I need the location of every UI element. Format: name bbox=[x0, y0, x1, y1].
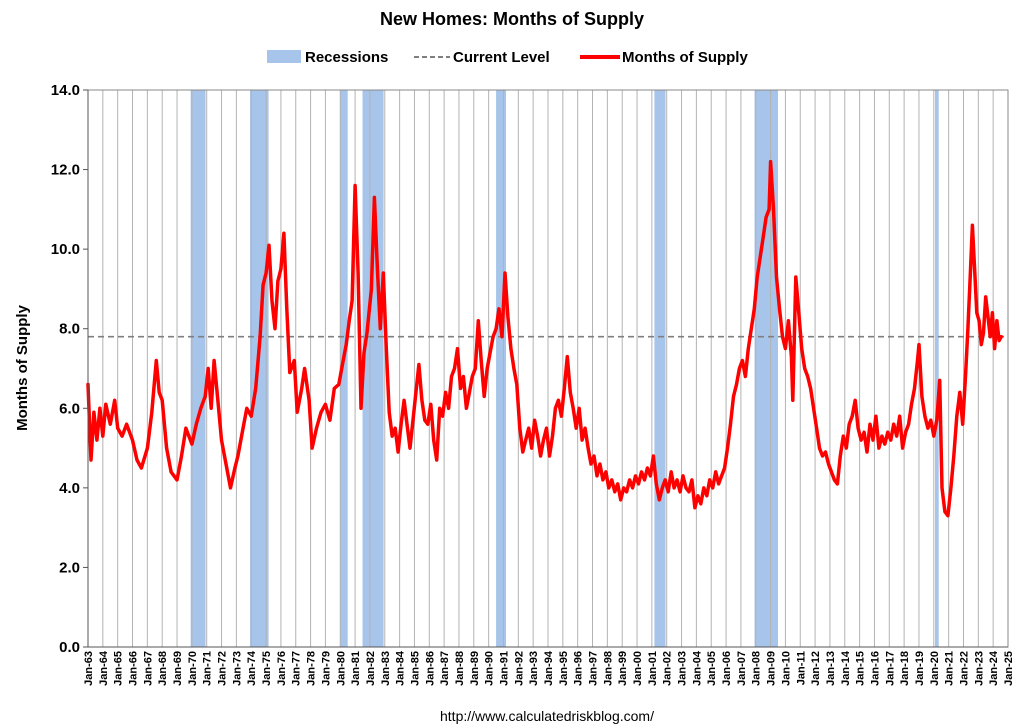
x-tick-label: Jan-86 bbox=[424, 651, 436, 686]
y-axis-label: Months of Supply bbox=[14, 304, 31, 430]
recession-band bbox=[190, 90, 206, 647]
legend-months-supply-label: Months of Supply bbox=[622, 49, 748, 66]
x-tick-label: Jan-15 bbox=[855, 651, 867, 686]
y-tick-label: 12.0 bbox=[51, 162, 80, 179]
recession-band bbox=[362, 90, 384, 647]
x-tick-label: Jan-65 bbox=[113, 651, 125, 686]
x-tick-label: Jan-79 bbox=[320, 651, 332, 686]
x-tick-label: Jan-70 bbox=[187, 651, 199, 686]
recession-band bbox=[654, 90, 666, 647]
x-tick-label: Jan-06 bbox=[721, 651, 733, 686]
series-layer bbox=[86, 159, 1004, 518]
x-tick-label: Jan-10 bbox=[780, 651, 792, 686]
axes bbox=[83, 89, 1009, 648]
x-tick-label: Jan-93 bbox=[528, 651, 540, 686]
x-tick-label: Jan-85 bbox=[409, 651, 421, 686]
y-tick-label: 6.0 bbox=[59, 400, 80, 417]
x-tick-label: Jan-21 bbox=[944, 651, 956, 686]
x-tick-label: Jan-78 bbox=[306, 651, 318, 686]
source-url: http://www.calculatedriskblog.com/ bbox=[440, 708, 654, 724]
x-tick-label: Jan-91 bbox=[498, 651, 510, 686]
x-tick-label: Jan-16 bbox=[869, 651, 881, 686]
x-tick-label: Jan-12 bbox=[810, 651, 822, 686]
y-tick-label: 0.0 bbox=[59, 639, 80, 656]
series-line-months-of-supply bbox=[86, 159, 1004, 518]
x-tick-label: Jan-09 bbox=[766, 651, 778, 686]
x-tick-label: Jan-84 bbox=[395, 650, 407, 686]
x-tick-label: Jan-23 bbox=[973, 651, 985, 686]
x-tick-label: Jan-72 bbox=[217, 651, 229, 686]
recession-band bbox=[496, 90, 507, 647]
x-tick-label: Jan-90 bbox=[484, 651, 496, 686]
x-tick-label: Jan-88 bbox=[454, 651, 466, 686]
x-tick-label: Jan-73 bbox=[231, 651, 243, 686]
x-tick-label: Jan-14 bbox=[840, 650, 852, 686]
x-tick-label: Jan-98 bbox=[602, 651, 614, 686]
recession-band bbox=[754, 90, 778, 647]
x-tick-label: Jan-02 bbox=[662, 651, 674, 686]
x-tick-label: Jan-18 bbox=[899, 651, 911, 686]
x-tick-label: Jan-68 bbox=[157, 651, 169, 686]
x-tick-label: Jan-92 bbox=[513, 651, 525, 686]
x-tick-label: Jan-87 bbox=[439, 651, 451, 686]
recession-band bbox=[340, 90, 348, 647]
x-tick-label: Jan-01 bbox=[647, 651, 659, 686]
x-tick-label: Jan-03 bbox=[677, 651, 689, 686]
recession-band bbox=[934, 90, 939, 647]
x-tick-label: Jan-24 bbox=[988, 650, 1000, 686]
x-tick-label: Jan-81 bbox=[350, 651, 362, 686]
x-tick-label: Jan-74 bbox=[246, 650, 258, 686]
chart-title: New Homes: Months of Supply bbox=[380, 9, 644, 29]
x-tick-label: Jan-99 bbox=[617, 651, 629, 686]
x-tick-label: Jan-71 bbox=[202, 651, 214, 686]
x-tick-label: Jan-04 bbox=[691, 650, 703, 686]
x-tick-label: Jan-89 bbox=[469, 651, 481, 686]
x-tick-label: Jan-69 bbox=[172, 651, 184, 686]
recession-band bbox=[250, 90, 269, 647]
x-tick-label: Jan-07 bbox=[736, 651, 748, 686]
x-tick-label: Jan-94 bbox=[543, 650, 555, 686]
x-tick-label: Jan-67 bbox=[142, 651, 154, 686]
recession-bands bbox=[190, 90, 939, 647]
grid-lines bbox=[102, 90, 994, 647]
x-tick-label: Jan-19 bbox=[914, 651, 926, 686]
y-tick-label: 2.0 bbox=[59, 559, 80, 576]
y-tick-label: 10.0 bbox=[51, 241, 80, 258]
x-tick-label: Jan-25 bbox=[1003, 651, 1015, 686]
x-tick-label: Jan-11 bbox=[795, 651, 807, 685]
x-tick-label: Jan-13 bbox=[825, 651, 837, 686]
x-tick-label: Jan-20 bbox=[929, 651, 941, 686]
x-tick-label: Jan-83 bbox=[380, 651, 392, 686]
x-tick-label: Jan-82 bbox=[365, 651, 377, 686]
x-tick-label: Jan-97 bbox=[588, 651, 600, 686]
y-tick-label: 4.0 bbox=[59, 480, 80, 497]
x-tick-label: Jan-95 bbox=[558, 651, 570, 686]
legend-recessions-swatch bbox=[267, 50, 301, 63]
x-tick-label: Jan-22 bbox=[958, 651, 970, 686]
x-tick-label: Jan-75 bbox=[261, 651, 273, 686]
x-tick-label: Jan-64 bbox=[98, 650, 110, 686]
x-tick-label: Jan-63 bbox=[83, 651, 95, 686]
x-tick-label: Jan-05 bbox=[706, 651, 718, 686]
x-tick-label: Jan-77 bbox=[291, 651, 303, 686]
y-tick-label: 14.0 bbox=[51, 82, 80, 99]
x-tick-label: Jan-96 bbox=[573, 651, 585, 686]
x-tick-label: Jan-00 bbox=[632, 651, 644, 686]
x-tick-label: Jan-08 bbox=[751, 651, 763, 686]
x-tick-label: Jan-80 bbox=[335, 651, 347, 686]
x-tick-label: Jan-17 bbox=[884, 651, 896, 686]
y-tick-label: 8.0 bbox=[59, 321, 80, 338]
legend-recessions-label: Recessions bbox=[305, 49, 388, 66]
legend: Recessions Current Level Months of Suppl… bbox=[267, 49, 748, 66]
x-tick-label: Jan-66 bbox=[128, 651, 140, 686]
y-tick-labels: 0.0 2.0 4.0 6.0 8.0 10.0 12.0 14.0 bbox=[51, 82, 80, 656]
legend-current-level-label: Current Level bbox=[453, 49, 550, 66]
x-tick-label: Jan-76 bbox=[276, 651, 288, 686]
x-tick-labels: Jan-63 Jan-64 Jan-65 Jan-66 Jan-67 Jan-68 Jan-… bbox=[83, 650, 1015, 686]
